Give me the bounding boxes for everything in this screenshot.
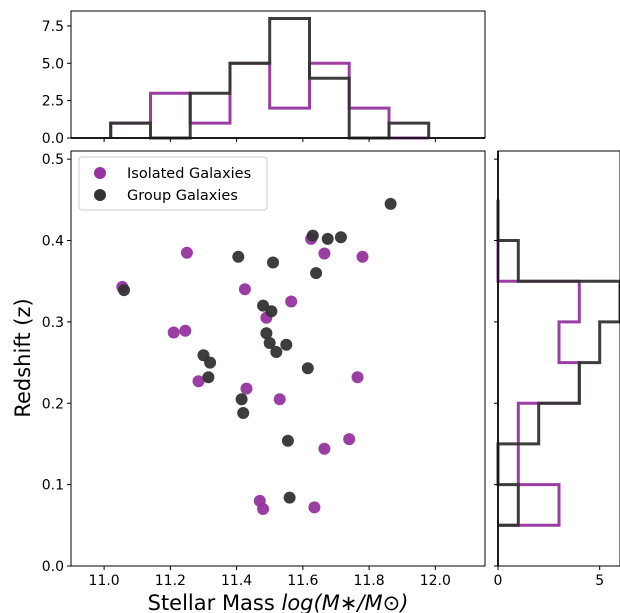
x-axis-title-math: log(M∗/M⊙): [281, 591, 408, 613]
top-histogram-panel: 0.0 2.5 5.0 7.5: [42, 10, 486, 147]
x-tick-label: 11.4: [221, 573, 252, 589]
point-group-galaxies-11: [267, 256, 279, 269]
y-tick-label: 0.3: [42, 315, 64, 331]
point-group-galaxies-12: [270, 346, 283, 358]
legend-label-group: Group Galaxies: [127, 188, 238, 204]
top-y-tick-label: 7.5: [42, 19, 64, 35]
point-group-galaxies-17: [306, 229, 319, 242]
point-group-galaxies-4: [232, 250, 245, 263]
point-isolated-galaxies-10: [273, 393, 286, 406]
right-x-tick-label: 5: [595, 573, 604, 589]
right-histogram-group-galaxies: [496, 199, 620, 527]
x-tick-label: 12.0: [420, 573, 451, 589]
point-group-galaxies-15: [283, 491, 296, 504]
point-group-galaxies-18: [310, 267, 323, 280]
top-y-tick-label: 2.5: [42, 94, 64, 110]
y-tick-label: 0.2: [42, 396, 64, 412]
point-group-galaxies-0: [118, 284, 130, 297]
point-isolated-galaxies-2: [179, 324, 192, 337]
y-tick-label: 0.1: [42, 478, 64, 494]
point-isolated-galaxies-5: [238, 283, 251, 296]
point-group-galaxies-9: [263, 337, 276, 349]
legend-marker-isolated: [94, 167, 106, 179]
y-tick-label: 0.5: [42, 152, 64, 168]
top-histogram-group-galaxies: [109, 17, 431, 140]
scatter-frame: [70, 150, 486, 567]
x-tick-label: 11.6: [287, 573, 318, 589]
x-axis-title-prefix: Stellar Mass: [148, 591, 282, 613]
point-group-galaxies-2: [202, 371, 215, 384]
point-isolated-galaxies-6: [240, 382, 253, 395]
top-histogram-frame: [70, 10, 486, 139]
point-isolated-galaxies-14: [318, 247, 331, 260]
legend: Isolated Galaxies Group Galaxies: [78, 156, 268, 211]
point-isolated-galaxies-16: [343, 433, 356, 446]
right-x-tick-label: 0: [494, 573, 503, 589]
legend-label-isolated: Isolated Galaxies: [127, 166, 251, 182]
point-group-galaxies-5: [235, 393, 248, 406]
y-tick-label: 0.0: [42, 559, 64, 575]
x-tick-label: 11.8: [353, 573, 384, 589]
point-group-galaxies-14: [281, 434, 294, 447]
main-scatter-panel: 11.0 11.2 11.4 11.6 11.8 12.0 0.0 0.1 0.2 0.3 0.4 0…: [11, 150, 486, 613]
point-group-galaxies-19: [321, 232, 334, 245]
x-tick-label: 11.2: [155, 573, 186, 589]
right-histogram-frame: [497, 150, 620, 567]
point-isolated-galaxies-17: [351, 371, 364, 384]
x-axis-title: Stellar Mass log(M∗/M⊙): [148, 591, 409, 613]
point-group-galaxies-13: [280, 338, 293, 351]
top-y-tick-label: 0.0: [42, 131, 64, 147]
right-histogram-isolated-galaxies: [496, 199, 581, 527]
point-isolated-galaxies-15: [318, 442, 331, 455]
legend-marker-group: [94, 189, 106, 201]
point-isolated-galaxies-8: [257, 503, 270, 515]
point-isolated-galaxies-18: [356, 250, 369, 263]
top-y-tick-label: 5.0: [42, 56, 64, 72]
x-tick-label: 11.0: [89, 573, 120, 589]
point-isolated-galaxies-1: [167, 326, 180, 339]
point-group-galaxies-6: [237, 407, 250, 419]
point-group-galaxies-3: [204, 356, 217, 369]
y-axis-title: Redshift (z): [11, 298, 35, 417]
point-group-galaxies-8: [260, 327, 273, 340]
point-isolated-galaxies-11: [285, 295, 298, 308]
point-group-galaxies-16: [301, 362, 314, 375]
top-histogram-isolated-galaxies: [109, 61, 429, 140]
point-group-galaxies-21: [384, 197, 397, 210]
point-group-galaxies-10: [265, 305, 278, 318]
point-group-galaxies-20: [334, 231, 347, 244]
point-isolated-galaxies-13: [308, 501, 321, 514]
point-isolated-galaxies-4: [192, 375, 205, 388]
legend-frame: [78, 156, 268, 211]
y-tick-label: 0.4: [42, 234, 64, 250]
point-isolated-galaxies-3: [180, 246, 193, 259]
